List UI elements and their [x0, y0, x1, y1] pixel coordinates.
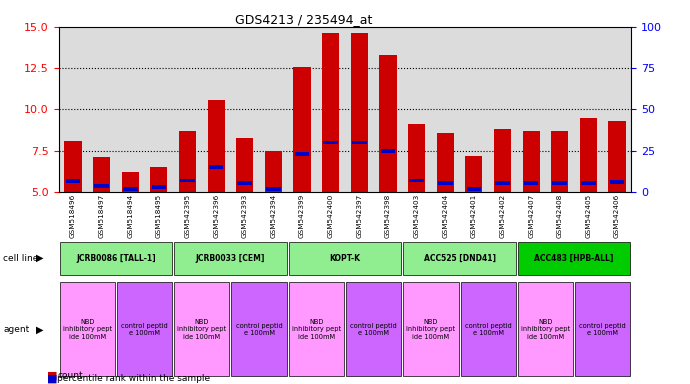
Bar	[437, 132, 454, 192]
Bar	[265, 151, 282, 192]
Bar	[610, 180, 624, 184]
Bar	[522, 131, 540, 192]
Bar	[322, 33, 339, 192]
Bar	[64, 141, 81, 192]
Text: NBD
inhibitory pept
ide 100mM: NBD inhibitory pept ide 100mM	[292, 319, 341, 340]
Bar	[152, 185, 166, 189]
Bar	[581, 181, 595, 185]
Bar	[236, 137, 253, 192]
Text: ACC483 [HPB-ALL]: ACC483 [HPB-ALL]	[534, 254, 614, 263]
Bar	[351, 33, 368, 192]
Bar	[266, 187, 281, 190]
Text: NBD
inhibitory pept
ide 100mM: NBD inhibitory pept ide 100mM	[177, 319, 226, 340]
Bar	[408, 124, 425, 192]
Bar	[66, 179, 80, 183]
Text: JCRB0033 [CEM]: JCRB0033 [CEM]	[196, 254, 265, 263]
Bar	[209, 166, 224, 169]
Text: ■: ■	[47, 371, 57, 381]
Bar	[524, 181, 538, 185]
Bar	[93, 157, 110, 192]
Bar	[609, 121, 626, 192]
Bar	[352, 141, 366, 144]
Text: JCRB0086 [TALL-1]: JCRB0086 [TALL-1]	[76, 254, 156, 263]
Bar	[95, 184, 109, 188]
Text: agent: agent	[3, 325, 30, 334]
Bar	[494, 129, 511, 192]
Bar	[465, 156, 482, 192]
Text: NBD
inhibitory pept
ide 100mM: NBD inhibitory pept ide 100mM	[521, 319, 570, 340]
Text: cell line: cell line	[3, 254, 39, 263]
Bar	[438, 181, 453, 185]
Text: KOPT-K: KOPT-K	[330, 254, 360, 263]
Text: ■: ■	[47, 374, 57, 384]
Bar	[293, 66, 310, 192]
Bar	[123, 187, 137, 190]
Bar	[237, 181, 252, 185]
Bar	[580, 118, 597, 192]
Bar	[553, 181, 567, 185]
Text: control peptid
e 100mM: control peptid e 100mM	[580, 323, 626, 336]
Text: control peptid
e 100mM: control peptid e 100mM	[236, 323, 282, 336]
Text: ACC525 [DND41]: ACC525 [DND41]	[424, 254, 495, 263]
Bar	[466, 187, 481, 190]
Bar	[208, 99, 225, 192]
Bar	[380, 55, 397, 192]
Bar	[381, 149, 395, 152]
Bar	[551, 131, 569, 192]
Text: ▶: ▶	[37, 324, 43, 334]
Text: NBD
inhibitory pept
ide 100mM: NBD inhibitory pept ide 100mM	[63, 319, 112, 340]
Text: count: count	[57, 371, 83, 380]
Bar	[324, 141, 338, 144]
Text: control peptid
e 100mM: control peptid e 100mM	[351, 323, 397, 336]
Bar	[495, 181, 510, 185]
Bar	[121, 172, 139, 192]
Bar	[295, 152, 309, 156]
Text: control peptid
e 100mM: control peptid e 100mM	[121, 323, 168, 336]
Text: GDS4213 / 235494_at: GDS4213 / 235494_at	[235, 13, 373, 26]
Bar	[179, 131, 196, 192]
Text: NBD
inhibitory pept
ide 100mM: NBD inhibitory pept ide 100mM	[406, 319, 455, 340]
Text: percentile rank within the sample: percentile rank within the sample	[57, 374, 210, 383]
Bar	[180, 179, 195, 182]
Text: control peptid
e 100mM: control peptid e 100mM	[465, 323, 511, 336]
Bar	[409, 179, 424, 182]
Text: ▶: ▶	[37, 253, 43, 263]
Bar	[150, 167, 168, 192]
